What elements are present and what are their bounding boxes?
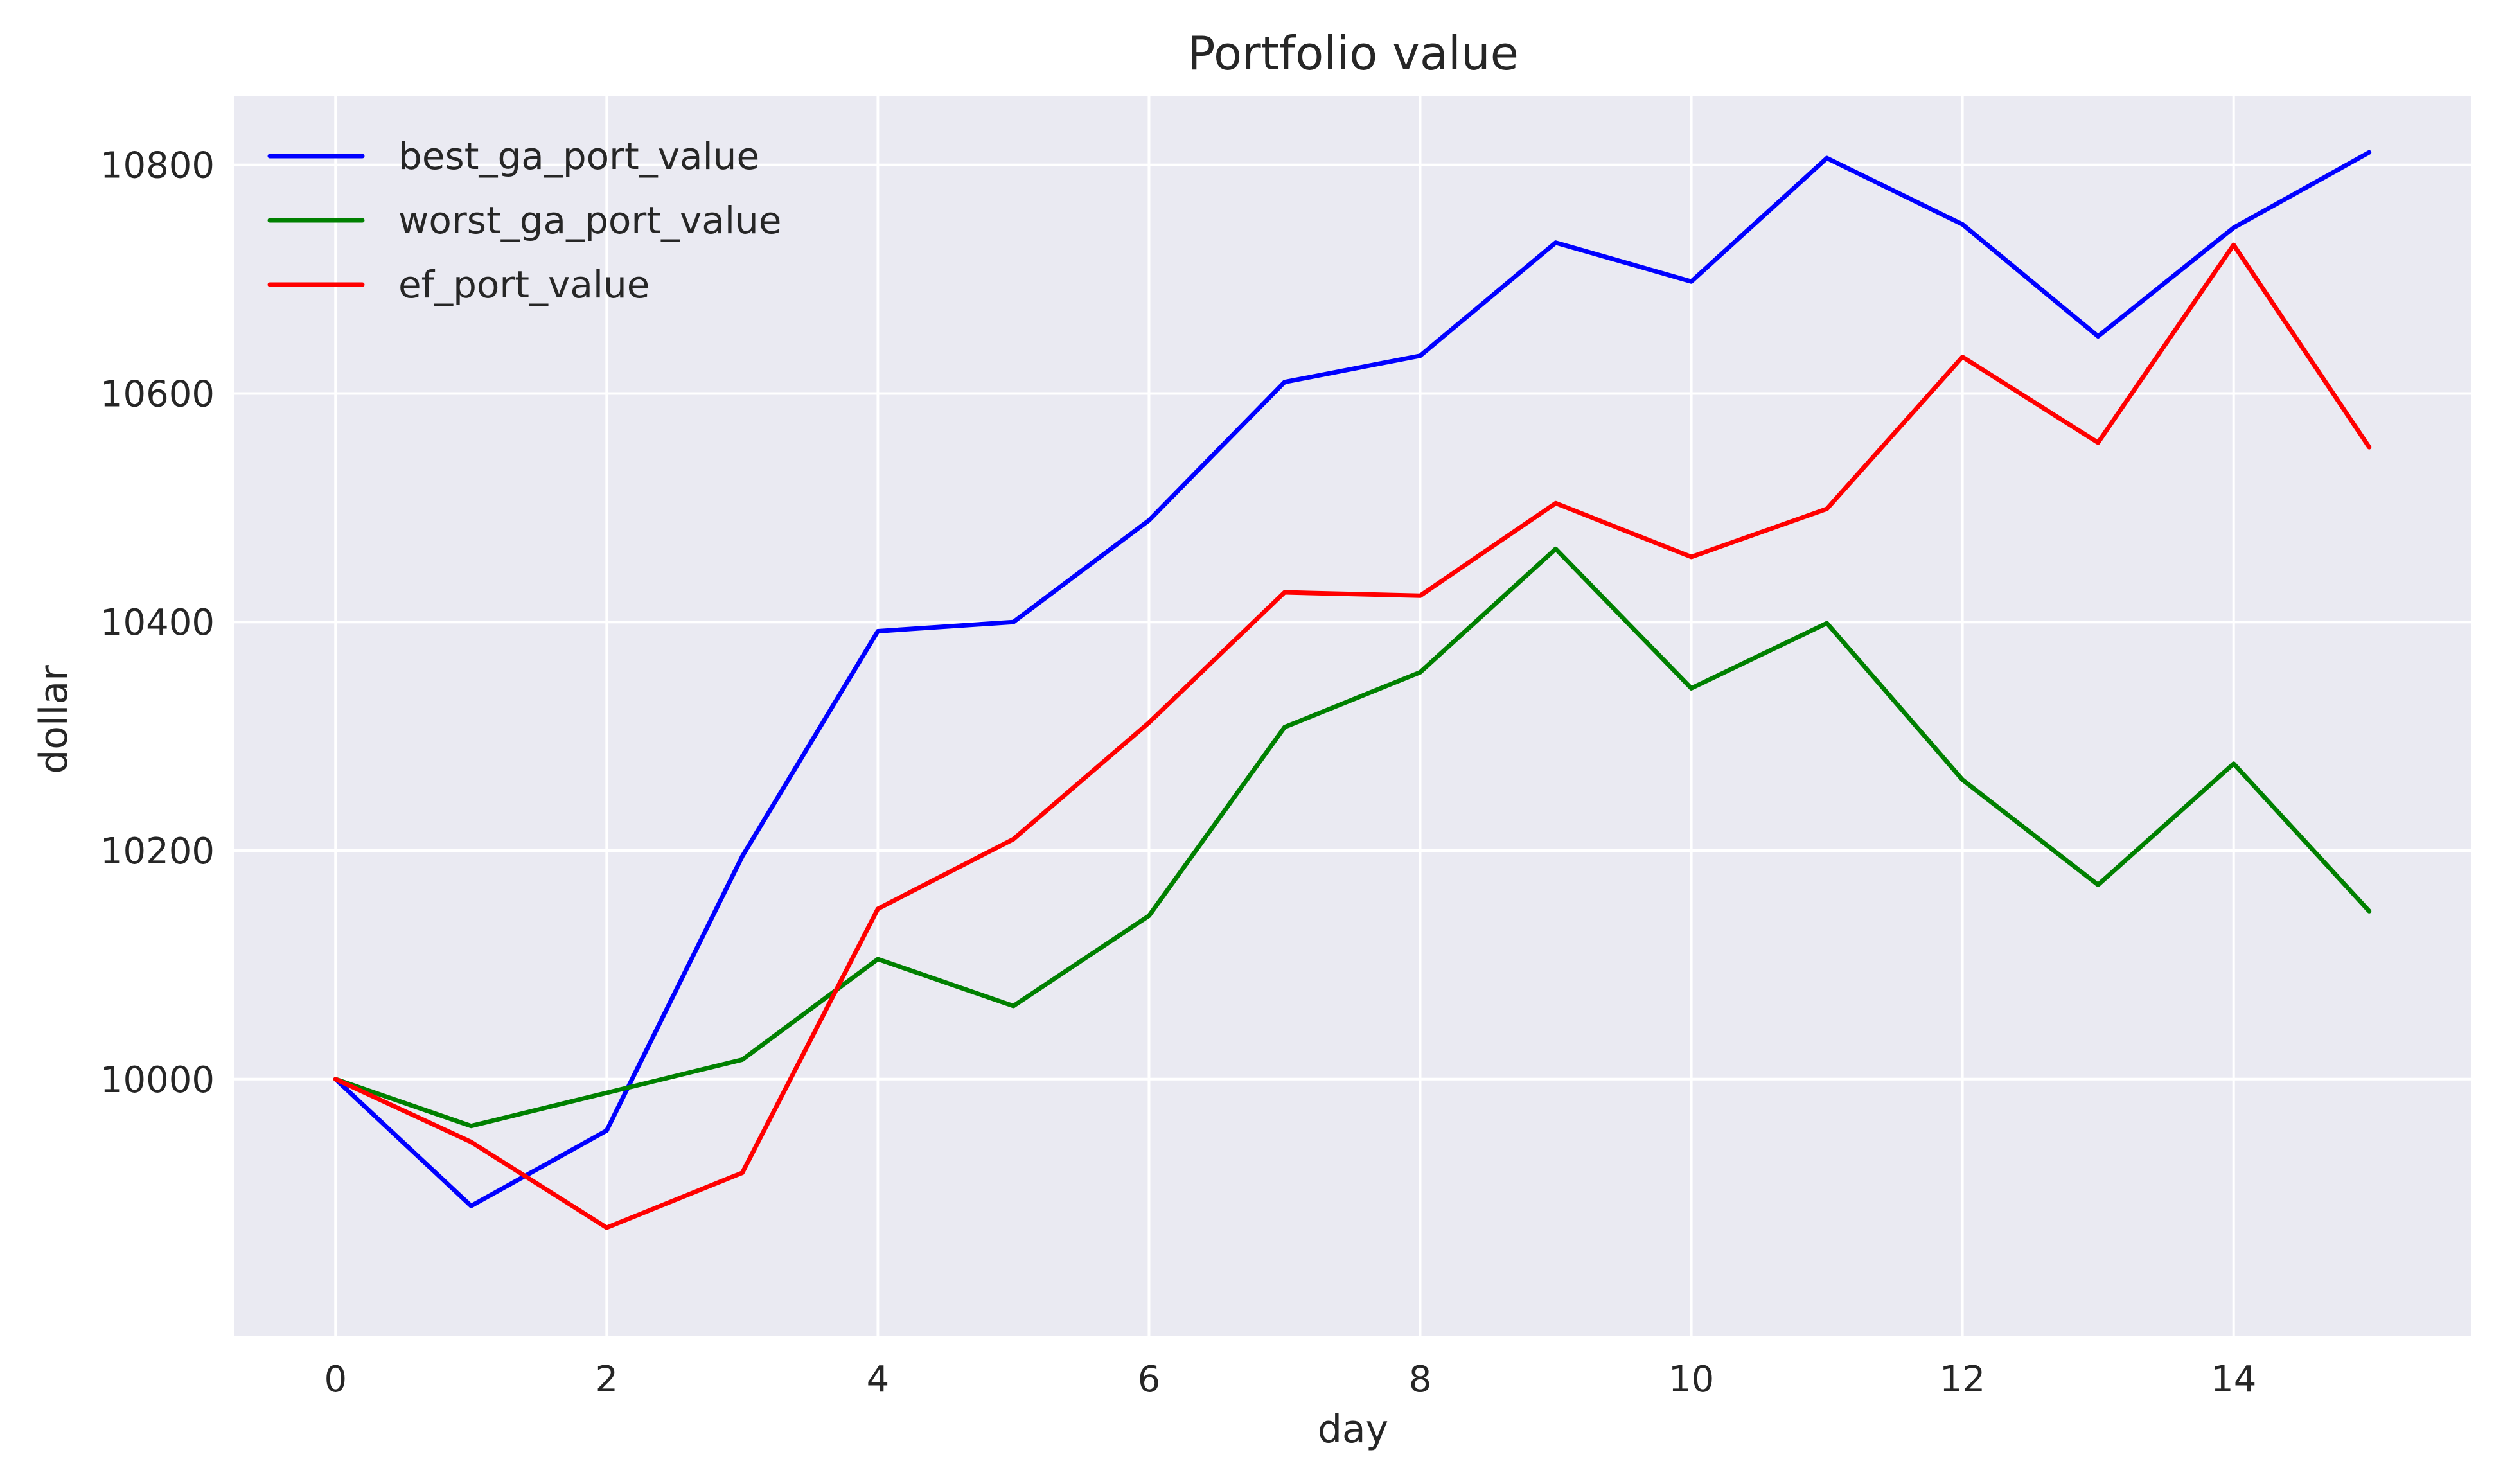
x-tick-label: 14 (2211, 1359, 2256, 1400)
tick-labels: 0 2 4 6 8 10 12 14 10000 10200 10400 10600 10800 (100, 145, 2256, 1400)
legend-label: worst_ga_port_value (398, 199, 781, 242)
legend-label: best_ga_port_value (398, 134, 759, 178)
x-tick-label: 0 (324, 1359, 347, 1400)
y-axis-label: dollar (31, 665, 76, 774)
legend-label: ef_port_value (398, 263, 650, 306)
y-tick-label: 10200 (100, 831, 215, 872)
legend-entry: worst_ga_port_value (267, 199, 781, 242)
series-lines (333, 150, 2372, 1230)
series-line-best_ga_port_value (333, 150, 2372, 1208)
x-tick-label: 8 (1409, 1359, 1432, 1400)
legend: best_ga_port_value worst_ga_port_value ef_… (267, 134, 781, 306)
y-tick-label: 10400 (100, 602, 215, 644)
series-line-worst_ga_port_value (333, 546, 2372, 1129)
y-tick-label: 10600 (100, 373, 215, 415)
grid-lines (234, 96, 2471, 1336)
x-tick-label: 10 (1668, 1359, 1714, 1400)
x-tick-label: 2 (596, 1359, 619, 1400)
y-tick-label: 10800 (100, 145, 215, 187)
chart-title: Portfolio value (1187, 26, 1519, 80)
y-tick-label: 10000 (100, 1059, 215, 1101)
x-axis-label: day (1318, 1407, 1388, 1452)
x-tick-label: 4 (867, 1359, 890, 1400)
x-tick-label: 6 (1138, 1359, 1161, 1400)
x-tick-label: 12 (1940, 1359, 1985, 1400)
series-line-ef_port_value (333, 242, 2372, 1230)
legend-entry: ef_port_value (267, 263, 650, 306)
legend-entry: best_ga_port_value (267, 134, 759, 178)
